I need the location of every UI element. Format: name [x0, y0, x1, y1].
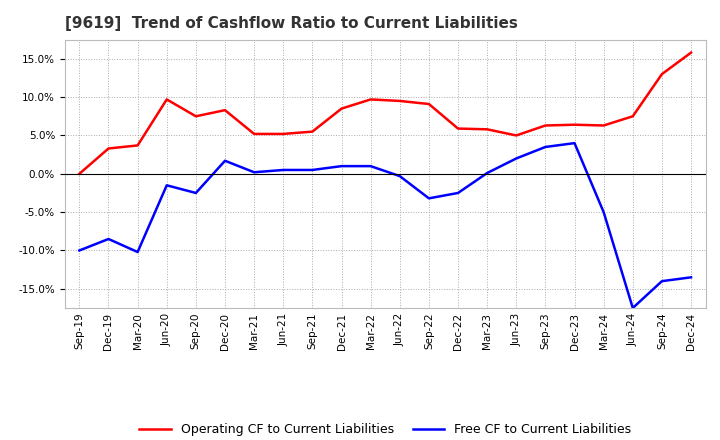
Operating CF to Current Liabilities: [75, 171, 84, 176]
Operating CF to Current Liabilities: [220, 107, 229, 113]
Free CF to Current Liabilities: [75, 248, 84, 253]
Free CF to Current Liabilities: [337, 164, 346, 169]
Operating CF to Current Liabilities: [308, 129, 317, 134]
Free CF to Current Liabilities: [192, 191, 200, 196]
Free CF to Current Liabilities: [541, 144, 550, 150]
Operating CF to Current Liabilities: [570, 122, 579, 127]
Free CF to Current Liabilities: [570, 140, 579, 146]
Free CF to Current Liabilities: [308, 167, 317, 172]
Free CF to Current Liabilities: [163, 183, 171, 188]
Free CF to Current Liabilities: [425, 196, 433, 201]
Operating CF to Current Liabilities: [599, 123, 608, 128]
Operating CF to Current Liabilities: [454, 126, 462, 131]
Free CF to Current Liabilities: [366, 164, 375, 169]
Operating CF to Current Liabilities: [192, 114, 200, 119]
Operating CF to Current Liabilities: [483, 127, 492, 132]
Free CF to Current Liabilities: [629, 305, 637, 311]
Operating CF to Current Liabilities: [250, 131, 258, 136]
Free CF to Current Liabilities: [657, 279, 666, 284]
Text: [9619]  Trend of Cashflow Ratio to Current Liabilities: [9619] Trend of Cashflow Ratio to Curren…: [65, 16, 518, 32]
Operating CF to Current Liabilities: [337, 106, 346, 111]
Line: Operating CF to Current Liabilities: Operating CF to Current Liabilities: [79, 53, 691, 174]
Operating CF to Current Liabilities: [279, 131, 287, 136]
Free CF to Current Liabilities: [220, 158, 229, 163]
Operating CF to Current Liabilities: [366, 97, 375, 102]
Free CF to Current Liabilities: [512, 156, 521, 161]
Free CF to Current Liabilities: [104, 236, 113, 242]
Free CF to Current Liabilities: [687, 275, 696, 280]
Legend: Operating CF to Current Liabilities, Free CF to Current Liabilities: Operating CF to Current Liabilities, Fre…: [135, 418, 636, 440]
Operating CF to Current Liabilities: [395, 98, 404, 103]
Operating CF to Current Liabilities: [512, 133, 521, 138]
Line: Free CF to Current Liabilities: Free CF to Current Liabilities: [79, 143, 691, 308]
Operating CF to Current Liabilities: [657, 71, 666, 77]
Free CF to Current Liabilities: [599, 209, 608, 215]
Operating CF to Current Liabilities: [687, 50, 696, 55]
Operating CF to Current Liabilities: [104, 146, 113, 151]
Operating CF to Current Liabilities: [163, 97, 171, 102]
Operating CF to Current Liabilities: [629, 114, 637, 119]
Operating CF to Current Liabilities: [541, 123, 550, 128]
Free CF to Current Liabilities: [133, 249, 142, 255]
Free CF to Current Liabilities: [454, 191, 462, 196]
Free CF to Current Liabilities: [483, 170, 492, 176]
Free CF to Current Liabilities: [279, 167, 287, 172]
Operating CF to Current Liabilities: [425, 101, 433, 106]
Free CF to Current Liabilities: [395, 173, 404, 179]
Operating CF to Current Liabilities: [133, 143, 142, 148]
Free CF to Current Liabilities: [250, 170, 258, 175]
